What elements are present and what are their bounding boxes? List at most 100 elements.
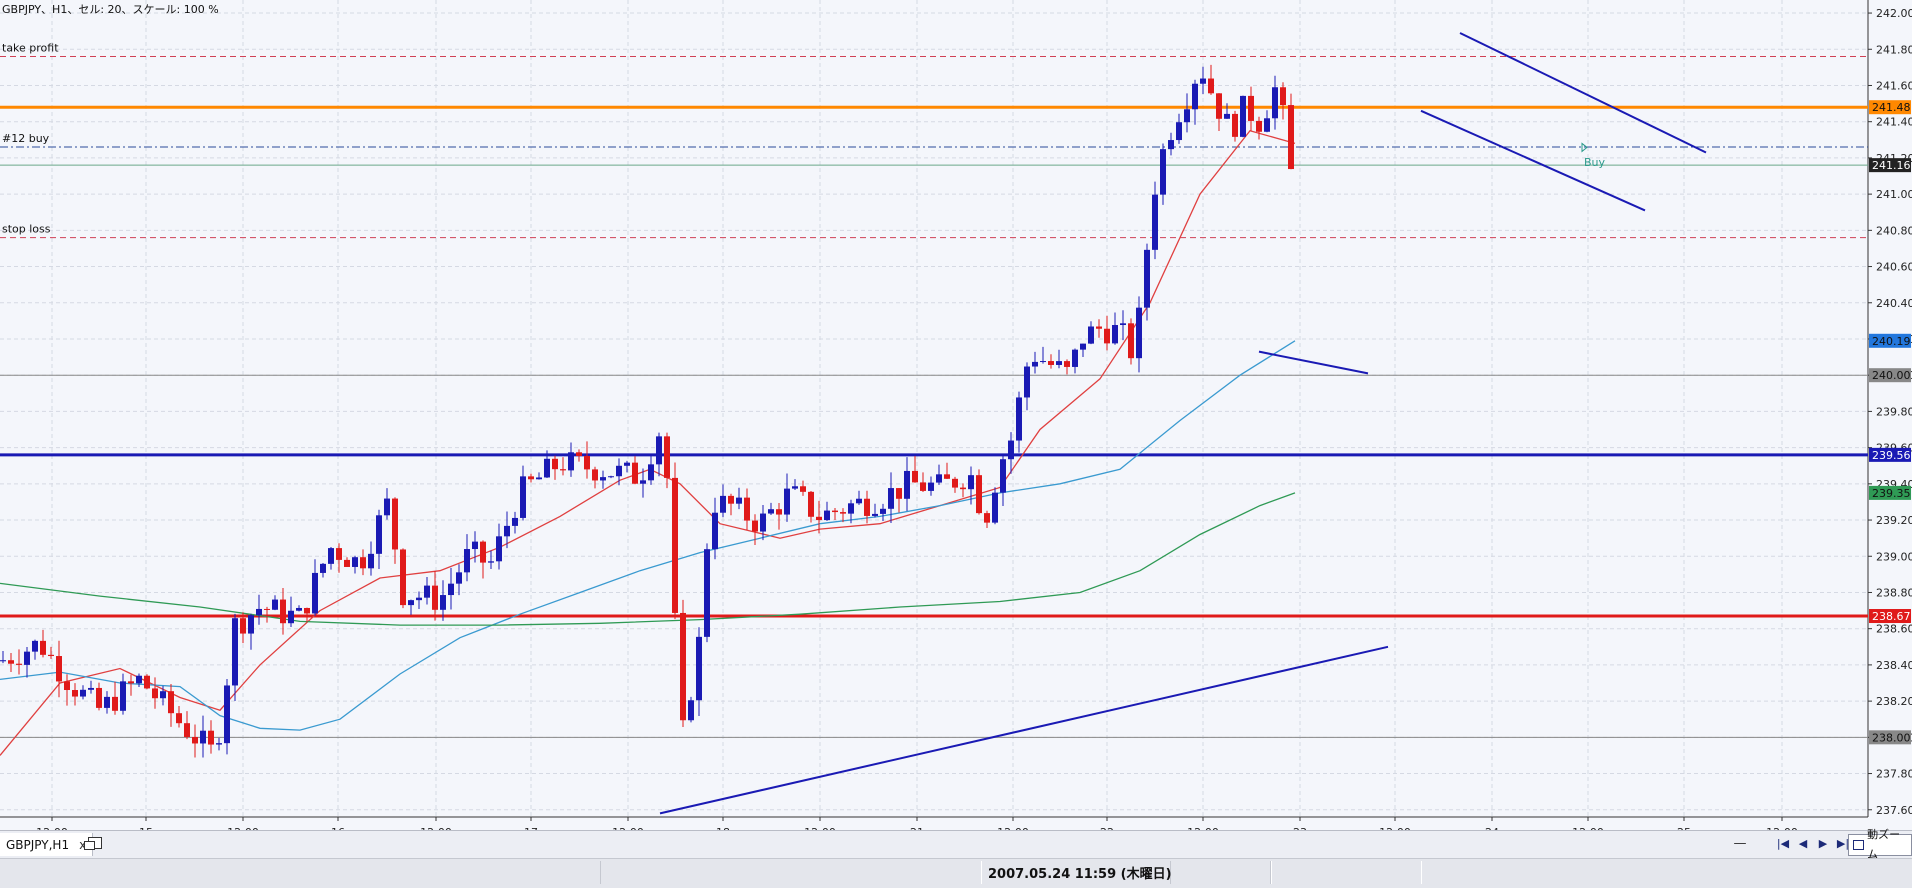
minimize-chart-button[interactable]: — <box>1733 836 1747 851</box>
restore-window-icon[interactable] <box>84 837 102 850</box>
candle-body <box>696 636 702 701</box>
candle-body <box>320 563 326 573</box>
y-tick-label: 240.40 <box>1876 297 1912 310</box>
auto-zoom-button[interactable]: 動ズーム <box>1848 828 1912 861</box>
candle-body <box>296 607 302 611</box>
candle-body <box>448 583 454 596</box>
candle-body <box>896 488 902 499</box>
candle-body <box>384 498 390 516</box>
x-tick-label: 12:00 <box>227 826 259 830</box>
candle-body <box>1144 249 1150 308</box>
zoom-icon <box>1853 840 1865 850</box>
candle-body <box>992 492 998 523</box>
candle-body <box>552 458 558 470</box>
x-tick-label: 24 <box>1485 826 1499 830</box>
candle-body <box>984 513 990 523</box>
price-tag-bg <box>1869 485 1911 500</box>
candle-body <box>40 640 46 655</box>
candle-body <box>16 663 22 665</box>
candle-body <box>1152 194 1158 250</box>
candle-body <box>1264 118 1270 132</box>
price-tag-bg <box>1869 609 1911 624</box>
trendline-4[interactable] <box>1420 109 1646 212</box>
candle-body <box>216 743 222 745</box>
candle-body <box>0 660 6 662</box>
candle-body <box>808 491 814 517</box>
candle-body <box>792 486 798 489</box>
candle-body <box>472 541 478 550</box>
candle-body <box>504 525 510 537</box>
x-tick-label: 22 <box>1100 826 1114 830</box>
y-tick-label: 240.60 <box>1876 261 1912 274</box>
candle-body <box>368 553 374 569</box>
candle-body <box>272 599 278 610</box>
price-tag-label: 241.16 <box>1872 159 1911 172</box>
candle-body <box>856 498 862 504</box>
candle-body <box>824 510 830 521</box>
candle-body <box>776 509 782 515</box>
candle-body <box>464 549 470 573</box>
candle-body <box>1208 78 1214 94</box>
scroll-prev-icon[interactable]: ◀ <box>1798 837 1808 850</box>
candle-body <box>624 462 630 466</box>
x-tick-label: 12:00 <box>997 826 1029 830</box>
trendline-1[interactable] <box>659 645 1389 815</box>
price-tag-bg <box>1869 158 1911 173</box>
candle-body <box>864 498 870 516</box>
candle-body <box>1080 343 1086 350</box>
scroll-next-icon[interactable]: ▶ <box>1818 837 1828 850</box>
candle-body <box>392 498 398 550</box>
chart-area[interactable]: 242.00241.80241.60241.40241.20241.00240.… <box>0 0 1912 830</box>
candle-body <box>96 687 102 708</box>
candle-body <box>520 476 526 518</box>
candle-body <box>560 469 566 471</box>
chart-background <box>0 0 1912 830</box>
candle-body <box>544 458 550 478</box>
x-tick-label: 12:00 <box>1766 826 1798 830</box>
candle-body <box>416 597 422 601</box>
candle-body <box>56 656 62 682</box>
candle-body <box>1136 307 1142 359</box>
scroll-last-icon[interactable]: ▶| <box>1836 837 1850 850</box>
price-chart[interactable]: 242.00241.80241.60241.40241.20241.00240.… <box>0 0 1912 830</box>
candle-body <box>1016 397 1022 441</box>
y-tick-label: 239.80 <box>1876 405 1912 418</box>
candle-body <box>344 559 350 567</box>
candle-body <box>616 465 622 477</box>
buy-marker-label: Buy <box>1584 156 1606 169</box>
candle-body <box>480 541 486 563</box>
candle-body <box>1288 105 1294 170</box>
candle-body <box>80 689 86 697</box>
candle-body <box>136 675 142 684</box>
trendline-2[interactable] <box>1258 350 1369 375</box>
candle-body <box>1104 328 1110 344</box>
tab-gbpjpy-h1[interactable]: GBPJPY,H1 x <box>0 833 94 856</box>
candle-body <box>400 549 406 606</box>
candle-body <box>800 486 806 492</box>
y-tick-label: 238.80 <box>1876 586 1912 599</box>
candle-body <box>968 475 974 490</box>
candle-body <box>584 455 590 470</box>
status-cell <box>600 861 982 884</box>
x-tick-label: 16 <box>331 826 345 830</box>
trendline-3[interactable] <box>1459 32 1707 154</box>
y-tick-label: 238.20 <box>1876 695 1912 708</box>
price-tag-label: 238.00 <box>1872 731 1911 744</box>
candle-body <box>744 497 750 521</box>
candle-body <box>168 691 174 714</box>
chart-scroll-nav: |◀ ◀ ▶ ▶| <box>1776 836 1850 852</box>
candle-body <box>528 476 534 480</box>
x-tick-label: 15 <box>139 826 153 830</box>
candle-body <box>312 572 318 614</box>
moving-average-3 <box>0 492 1296 626</box>
close-icon[interactable]: x <box>79 837 87 852</box>
status-datetime: 2007.05.24 11:59 (木曜日) <box>988 867 1172 882</box>
x-tick-label: 17 <box>524 826 538 830</box>
candle-body <box>736 497 742 504</box>
moving-average-2 <box>0 340 1296 731</box>
candle-body <box>1272 87 1278 119</box>
y-tick-label: 241.00 <box>1876 188 1912 201</box>
scroll-first-icon[interactable]: |◀ <box>1776 837 1790 850</box>
candle-body <box>120 681 126 711</box>
